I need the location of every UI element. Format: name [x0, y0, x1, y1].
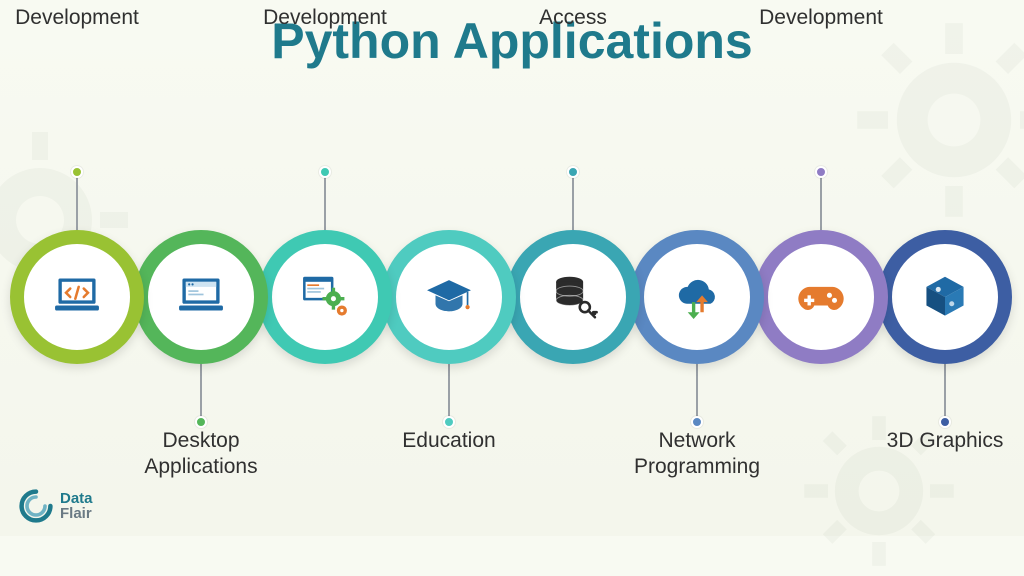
applications-chain: Web DevelopmentDesktop ApplicationsSoftw… — [10, 230, 1014, 364]
connector-line — [696, 364, 698, 422]
app-label: Desktop Applications — [116, 428, 286, 481]
connector-line — [448, 364, 450, 422]
app-node — [382, 230, 516, 364]
connector-line — [944, 364, 946, 422]
cube-3d-icon — [878, 230, 1012, 364]
connector-line — [200, 364, 202, 422]
logo-text-bottom: Flair — [60, 506, 93, 521]
app-node — [10, 230, 144, 364]
connector-line — [820, 172, 822, 230]
app-node — [134, 230, 268, 364]
brand-logo: Data Flair — [18, 488, 93, 524]
window-gears-icon — [258, 230, 392, 364]
app-label: Education — [364, 428, 534, 454]
laptop-code-icon — [10, 230, 144, 364]
laptop-window-icon — [134, 230, 268, 364]
logo-icon — [18, 488, 54, 524]
app-node — [878, 230, 1012, 364]
app-node — [506, 230, 640, 364]
app-label: Database Access — [488, 0, 658, 32]
app-label: 3D Graphics — [860, 428, 1024, 454]
cloud-arrows-icon — [630, 230, 764, 364]
connector-line — [324, 172, 326, 230]
app-label: Software Development — [240, 0, 410, 32]
gamepad-icon — [754, 230, 888, 364]
connector-line — [76, 172, 78, 230]
app-node — [754, 230, 888, 364]
app-label: Web Development — [0, 0, 162, 32]
app-label: Game Development — [736, 0, 906, 32]
database-key-icon — [506, 230, 640, 364]
graduation-cap-icon — [382, 230, 516, 364]
app-node — [258, 230, 392, 364]
app-node — [630, 230, 764, 364]
app-label: Network Programming — [612, 428, 782, 481]
logo-text-top: Data — [60, 491, 93, 506]
bg-gear-icon — [844, 10, 1024, 230]
connector-line — [572, 172, 574, 230]
